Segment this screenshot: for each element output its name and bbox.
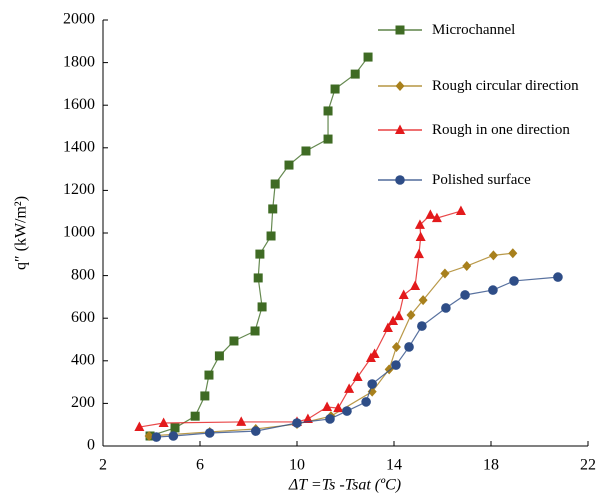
marker <box>369 348 380 358</box>
marker <box>200 391 210 401</box>
marker <box>455 205 466 216</box>
marker <box>325 414 335 424</box>
marker <box>342 406 352 416</box>
marker <box>330 84 340 94</box>
marker <box>333 402 344 413</box>
x-tick-label: 14 <box>386 457 402 474</box>
marker <box>391 341 401 352</box>
marker <box>488 285 498 295</box>
marker <box>508 248 518 259</box>
marker <box>151 432 162 442</box>
marker <box>190 411 200 421</box>
y-tick-label: 2000 <box>63 11 95 28</box>
x-axis-label: ΔT =Ts -Tsat (ºC) <box>288 477 401 494</box>
marker <box>257 302 267 312</box>
marker <box>488 250 498 261</box>
marker <box>406 310 416 321</box>
marker <box>144 430 154 441</box>
marker <box>393 310 404 321</box>
marker <box>266 231 276 241</box>
marker <box>250 326 260 336</box>
y-tick-label: 800 <box>71 266 95 283</box>
marker <box>367 379 377 389</box>
marker <box>418 295 428 306</box>
marker <box>158 417 169 427</box>
marker <box>395 124 405 134</box>
marker <box>395 25 405 35</box>
y-tick-label: 1800 <box>63 53 95 70</box>
marker <box>414 219 425 229</box>
marker <box>302 413 313 423</box>
marker <box>413 248 424 259</box>
marker <box>255 249 265 259</box>
marker <box>322 401 333 412</box>
y-axis-label: q″ (kW/m²) <box>13 196 30 270</box>
marker <box>270 179 280 189</box>
marker <box>323 106 333 116</box>
marker <box>395 81 405 91</box>
legend-label: Rough in one direction <box>432 122 570 138</box>
marker <box>323 134 333 144</box>
marker <box>410 280 421 291</box>
marker <box>250 426 261 436</box>
marker <box>344 383 355 393</box>
marker <box>509 276 519 286</box>
series-line <box>149 252 513 437</box>
marker <box>170 423 180 433</box>
marker <box>462 261 472 272</box>
marker <box>352 371 363 381</box>
y-tick-label: 1200 <box>63 181 95 198</box>
x-tick-label: 18 <box>483 457 499 474</box>
legend-label: Rough circular direction <box>432 78 579 94</box>
marker <box>363 52 373 62</box>
marker <box>398 289 409 299</box>
y-tick-label: 200 <box>71 394 95 411</box>
series-line <box>139 210 462 428</box>
marker <box>441 303 451 313</box>
marker <box>382 322 393 332</box>
marker <box>268 204 278 214</box>
x-tick-label: 6 <box>196 457 204 474</box>
marker <box>134 421 145 432</box>
legend-label: Polished surface <box>432 172 531 188</box>
x-tick-label: 2 <box>99 457 107 474</box>
marker <box>460 290 470 300</box>
marker <box>404 342 414 352</box>
marker <box>253 273 263 283</box>
marker <box>425 209 436 219</box>
marker <box>350 69 360 79</box>
marker <box>553 272 563 282</box>
marker <box>284 160 294 170</box>
marker <box>431 212 442 223</box>
marker <box>361 397 371 407</box>
marker <box>292 418 302 428</box>
y-tick-label: 1000 <box>63 224 95 241</box>
marker <box>391 360 401 370</box>
series-line <box>149 56 369 437</box>
marker <box>204 428 215 438</box>
y-tick-label: 400 <box>71 351 95 368</box>
marker <box>204 370 214 380</box>
marker <box>415 231 426 242</box>
marker <box>214 351 224 361</box>
y-tick-label: 1600 <box>63 96 95 113</box>
y-tick-label: 1400 <box>63 138 95 155</box>
marker <box>440 268 450 279</box>
x-tick-label: 10 <box>289 457 305 474</box>
marker <box>236 416 247 426</box>
x-tick-label: 22 <box>580 457 596 474</box>
marker <box>301 146 311 156</box>
marker <box>395 175 405 185</box>
legend-label: Microchannel <box>432 22 516 38</box>
marker <box>388 315 399 325</box>
marker <box>229 336 239 346</box>
y-tick-label: 600 <box>71 309 95 326</box>
marker <box>417 321 427 331</box>
marker <box>168 431 179 441</box>
y-tick-label: 0 <box>87 437 95 454</box>
